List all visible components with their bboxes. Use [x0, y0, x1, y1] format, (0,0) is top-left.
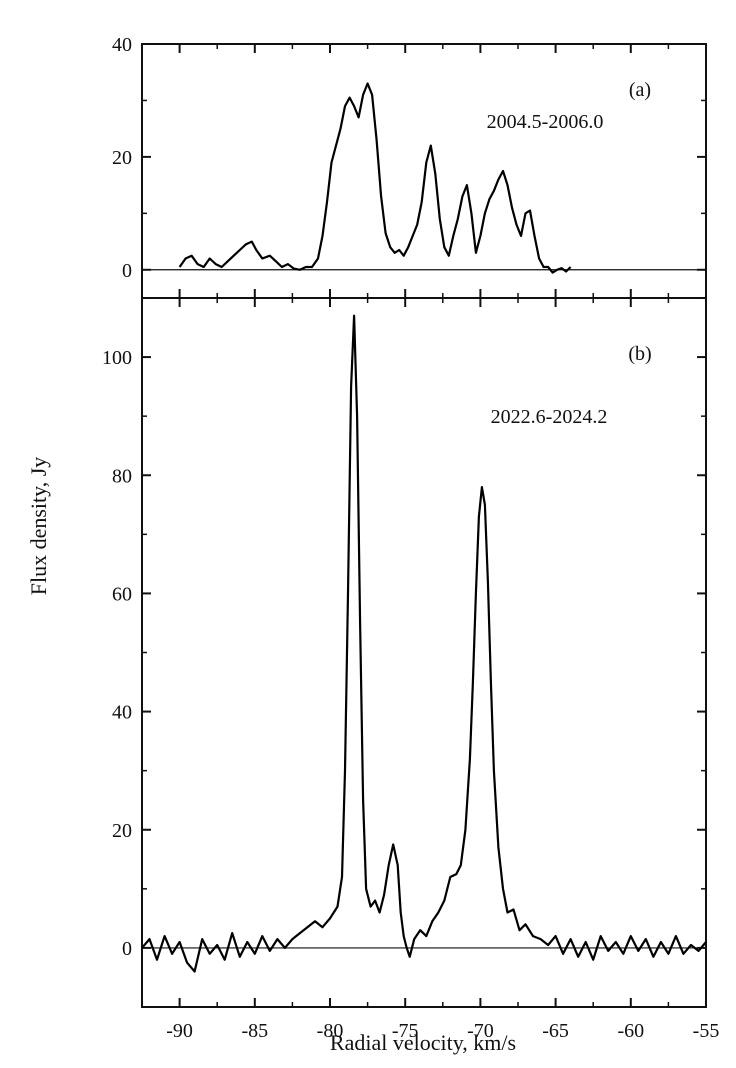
y-tick-label: 40	[112, 702, 132, 724]
panel-frame	[141, 297, 707, 1008]
panel-a: 0 20 40	[112, 34, 707, 299]
x-tick-label: -75	[392, 1020, 419, 1042]
panel-b-label: (b)	[628, 343, 651, 365]
panel-b-epoch: 2022.6-2024.2	[491, 406, 608, 428]
y-tick-label: 60	[112, 583, 132, 605]
panel-b: 0 20 40 60 80 100 -90 -85 -80 -75 -70 -65 -60 -55	[102, 297, 720, 1042]
spectrum-line	[141, 314, 707, 973]
y-tick-label: 0	[122, 260, 132, 282]
spectrum-line	[178, 82, 572, 274]
x-axis-title: Radial velocity, km/s	[330, 1030, 516, 1055]
x-tick-label: -65	[542, 1020, 569, 1042]
x-tick-label: -55	[693, 1020, 720, 1042]
panel-frame	[141, 43, 707, 299]
y-axis-title: Flux density, Jy	[26, 457, 51, 596]
y-tick-label: 40	[112, 34, 132, 56]
x-tick-label: -60	[617, 1020, 644, 1042]
x-tick-label: -90	[166, 1020, 193, 1042]
y-tick-label: 20	[112, 820, 132, 842]
y-tick-label: 20	[112, 147, 132, 169]
panel-a-epoch: 2004.5-2006.0	[487, 111, 604, 133]
y-tick-label: 0	[122, 938, 132, 960]
y-tick-label: 100	[102, 347, 132, 369]
panel-a-label: (a)	[629, 79, 651, 101]
y-tick-label: 80	[112, 465, 132, 487]
x-tick-label: -70	[467, 1020, 494, 1042]
x-tick-label: -80	[317, 1020, 344, 1042]
x-tick-label: -85	[241, 1020, 268, 1042]
